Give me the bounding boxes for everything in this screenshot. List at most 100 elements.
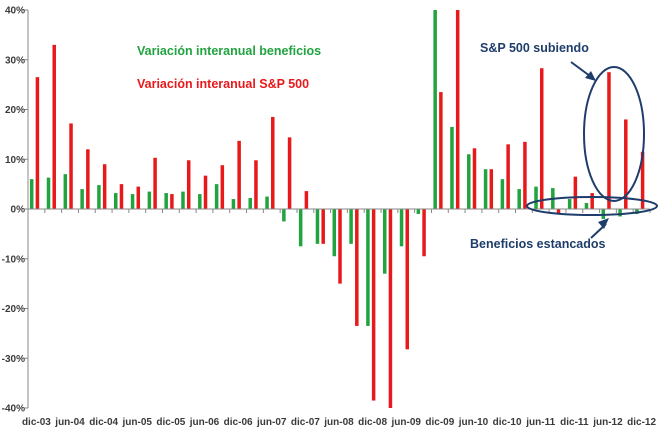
bar-sp500-mar-06 (186, 160, 191, 209)
bar-beneficios-sep-10 (483, 169, 488, 209)
annotation-ellipse-sp500 (583, 66, 645, 202)
annotation-sp500-subiendo: S&P 500 subiendo (480, 41, 645, 202)
legend: Variación interanual beneficios Variació… (137, 44, 321, 91)
bar-sp500-dic-09 (439, 92, 443, 209)
bar-beneficios-mar-04 (46, 177, 51, 209)
bar-beneficios-dic-05 (164, 193, 168, 209)
bar-sp500-jun-05 (136, 186, 141, 209)
x-tick-label: jun-11 (525, 417, 555, 428)
bar-sp500-jun-07 (271, 116, 275, 209)
bar-beneficios-sep-07 (282, 209, 286, 222)
bar-sp500-mar-12 (590, 193, 594, 209)
x-tick-label: jun-06 (189, 417, 220, 428)
bar-beneficios-mar-06 (181, 191, 185, 209)
bar-sp500-mar-07 (254, 160, 258, 209)
bar-beneficios-jun-11 (534, 186, 538, 209)
x-tick-label: dic-05 (156, 417, 185, 428)
y-axis: -40% -30% -20% -10% 0% 10% 20% 30% 40% (2, 6, 29, 415)
x-tick-label: dic-12 (627, 417, 656, 428)
x-tick-label: dic-04 (89, 417, 118, 428)
bar-sp500-jun-10 (472, 148, 477, 209)
bar-sp500-dic-04 (102, 164, 107, 209)
bar-beneficios-mar-11 (517, 189, 521, 209)
bar-sp500-jun-06 (203, 175, 208, 209)
annotation-beneficios-estancados: Beneficios estancados (470, 196, 658, 251)
y-tick-label: -10% (2, 254, 25, 265)
x-tick-label: jun-12 (592, 417, 623, 428)
bar-sp500-sep-10 (489, 169, 494, 209)
annotation-ellipse-beneficios (526, 196, 658, 216)
bar-sp500-jun-04 (69, 123, 73, 209)
legend-beneficios: Variación interanual beneficios (137, 44, 321, 58)
bar-sp500-jun-11 (539, 68, 544, 210)
bar-beneficios-dic-09 (433, 10, 437, 209)
bar-beneficios-mar-09 (382, 209, 387, 274)
bar-sp500-dic-08 (371, 209, 376, 401)
bar-beneficios-sep-05 (147, 191, 152, 209)
bar-sp500-dic-05 (170, 194, 174, 209)
bar-sp500-jun-09 (405, 209, 409, 350)
x-tick-label: dic-07 (291, 417, 320, 428)
bar-beneficios-mar-05 (114, 193, 118, 209)
x-tick-label: jun-08 (323, 417, 354, 428)
x-tick-label: jun-07 (256, 417, 287, 428)
y-tick-label: 40% (5, 6, 25, 17)
x-tick-label: dic-10 (493, 417, 522, 428)
bar-beneficios-mar-10 (450, 126, 454, 209)
bar-beneficios-jun-05 (130, 194, 135, 209)
bar-beneficios-dic-08 (366, 209, 370, 326)
bar-beneficios-dic-03 (29, 179, 34, 209)
bar-sp500-sep-12 (624, 119, 628, 209)
bar-sp500-sep-04 (86, 149, 90, 209)
bar-beneficios-sep-04 (80, 189, 84, 209)
bar-sp500-dic-10 (506, 144, 510, 209)
x-tick-label: jun-10 (458, 417, 489, 428)
bar-beneficios-sep-12 (618, 209, 622, 217)
bar-beneficios-dic-10 (500, 179, 505, 209)
annotation-label-sp500: S&P 500 subiendo (480, 41, 589, 55)
bar-sp500-mar-10 (455, 10, 460, 209)
bar-beneficios-jun-07 (265, 196, 269, 209)
x-tick-label: jun-05 (122, 417, 153, 428)
y-tick-label: 20% (5, 105, 25, 116)
bars (29, 10, 645, 408)
y-tick-label: -30% (2, 354, 25, 365)
bar-sp500-mar-11 (523, 141, 527, 209)
bar-beneficios-jun-06 (198, 194, 202, 209)
bar-beneficios-jun-09 (399, 209, 404, 247)
x-tick-label: jun-09 (391, 417, 422, 428)
bar-sp500-sep-11 (556, 209, 561, 214)
bar-sp500-dic-06 (237, 140, 241, 209)
bar-beneficios-jun-08 (332, 209, 337, 257)
x-tick-label: dic-06 (224, 417, 253, 428)
y-tick-label: -20% (2, 304, 25, 315)
y-tick-label: -40% (2, 404, 25, 415)
bar-beneficios-dic-06 (231, 199, 236, 209)
y-tick-label: 30% (5, 55, 25, 66)
legend-sp500: Variación interanual S&P 500 (137, 77, 309, 91)
annotation-arrowhead-sp500 (585, 71, 596, 81)
bar-beneficios-dic-07 (298, 209, 303, 247)
bar-sp500-jun-08 (338, 209, 342, 284)
bar-sp500-sep-06 (220, 165, 225, 209)
bar-sp500-sep-08 (355, 209, 359, 326)
bar-sp500-mar-05 (119, 184, 124, 210)
bar-sp500-sep-07 (287, 137, 292, 209)
bar-sp500-dic-07 (304, 191, 309, 209)
bar-beneficios-jun-10 (467, 154, 471, 209)
bar-beneficios-mar-07 (248, 198, 252, 209)
bar-sp500-sep-05 (153, 157, 157, 209)
bar-beneficios-dic-11 (567, 199, 572, 209)
bar-beneficios-dic-04 (97, 185, 101, 209)
bar-sp500-mar-04 (52, 44, 56, 209)
x-tick-label: dic-08 (358, 417, 387, 428)
bar-beneficios-jun-04 (63, 174, 68, 209)
bar-sp500-dic-11 (573, 176, 578, 209)
bar-beneficios-sep-09 (416, 209, 421, 214)
x-tick-label: dic-09 (425, 417, 454, 428)
bar-beneficios-dic-12 (635, 209, 639, 214)
bar-beneficios-mar-08 (315, 209, 320, 244)
bar-sp500-jun-12 (607, 72, 611, 209)
bar-sp500-dic-12 (640, 151, 645, 209)
